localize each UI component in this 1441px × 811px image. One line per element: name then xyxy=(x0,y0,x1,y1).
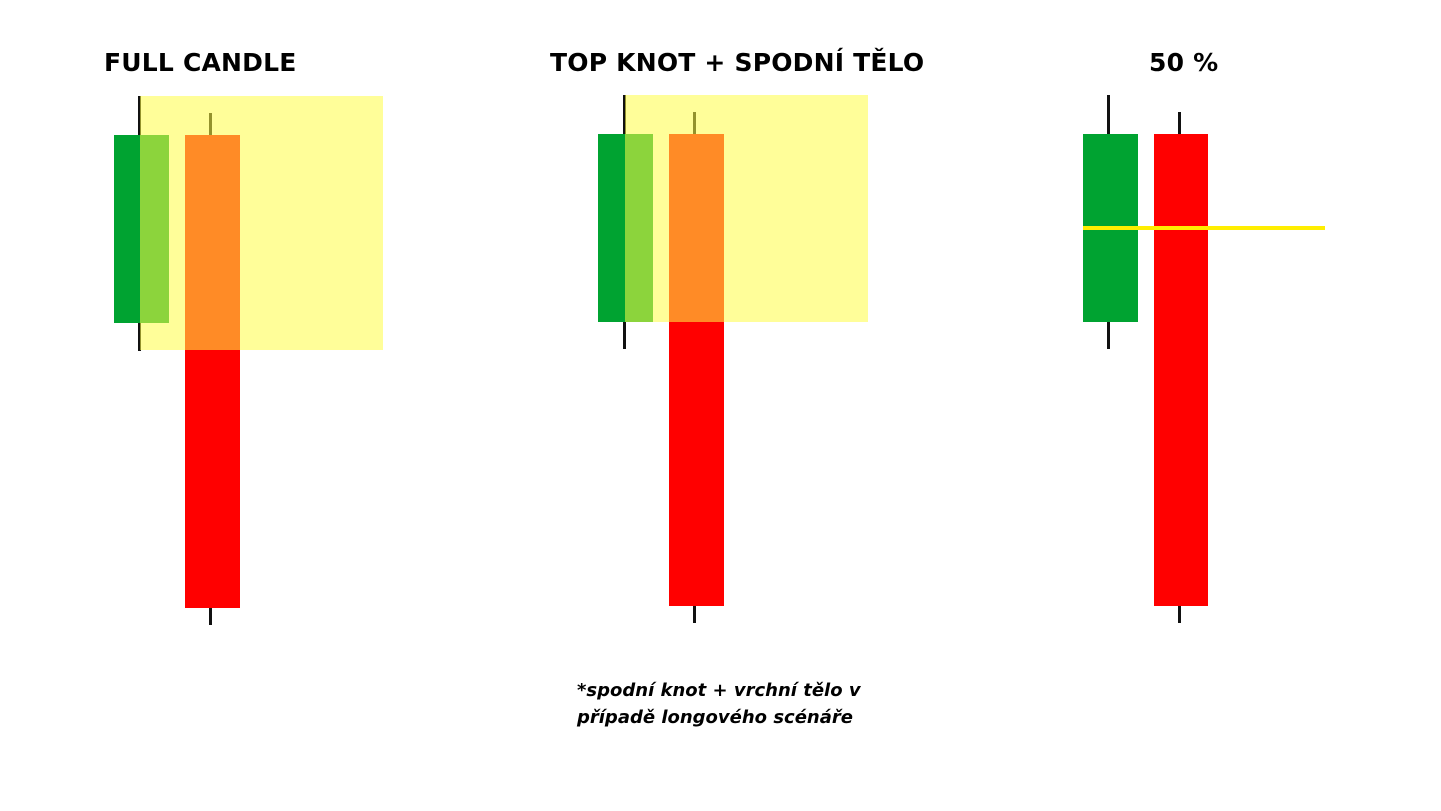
footnote: *spodní knot + vrchní tělo v případě lon… xyxy=(577,677,877,731)
red-candle-body xyxy=(1154,134,1208,606)
panel-title-top-knot-bottom-body: TOP KNOT + SPODNÍ TĚLO xyxy=(550,48,925,77)
panel-title-fifty-percent: 50 % xyxy=(1149,48,1219,77)
panel-title-full-candle: FULL CANDLE xyxy=(104,48,297,77)
footnote-line-2: případě longového scénáře xyxy=(577,707,853,728)
highlight-zone xyxy=(140,96,383,350)
footnote-line-1: *spodní knot + vrchní tělo v xyxy=(577,680,861,701)
fifty-percent-line xyxy=(1083,226,1325,230)
highlight-zone xyxy=(625,95,868,322)
